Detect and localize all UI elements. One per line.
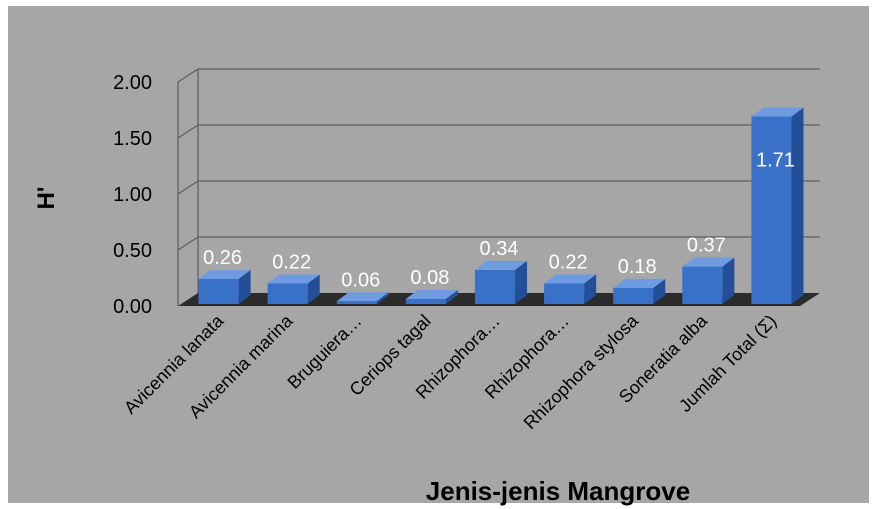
bar-top bbox=[267, 274, 320, 284]
y-tick-label: 0.00 bbox=[113, 296, 152, 318]
data-label: 0.08 bbox=[410, 267, 449, 289]
bar-side bbox=[584, 274, 597, 304]
data-label: 1.71 bbox=[756, 149, 795, 171]
bar bbox=[613, 287, 654, 304]
bar-top bbox=[751, 107, 804, 117]
bar-side bbox=[791, 107, 804, 304]
bar-top bbox=[474, 260, 528, 270]
x-tick-label: Rhizophora stylosa bbox=[520, 310, 643, 433]
data-label: 0.06 bbox=[341, 269, 380, 291]
y-tick-label: 0.50 bbox=[113, 240, 152, 262]
bar-side bbox=[653, 278, 666, 304]
data-label: 0.18 bbox=[618, 256, 657, 278]
gridline-depth bbox=[177, 180, 199, 195]
y-tick-label: 2.00 bbox=[113, 72, 152, 94]
bar-top bbox=[198, 269, 251, 279]
gridline-depth bbox=[177, 124, 199, 139]
data-label: 0.26 bbox=[203, 247, 242, 269]
bar bbox=[405, 299, 446, 304]
y-tick-label: 1.00 bbox=[113, 184, 152, 206]
bar bbox=[267, 283, 308, 304]
y-axis-title: H' bbox=[33, 186, 60, 209]
bar-top bbox=[682, 257, 735, 267]
gridline-depth bbox=[177, 68, 199, 83]
bar-top bbox=[544, 274, 597, 284]
x-axis-title: Jenis-jenis Mangrove bbox=[426, 476, 690, 506]
bar-side bbox=[515, 260, 528, 304]
bar bbox=[751, 116, 792, 304]
bar bbox=[198, 278, 239, 304]
bar bbox=[682, 266, 723, 304]
bar bbox=[474, 269, 516, 304]
bar-side bbox=[307, 274, 320, 304]
bar-top bbox=[405, 290, 458, 300]
data-label: 0.37 bbox=[687, 235, 726, 257]
bar-side bbox=[238, 269, 251, 304]
data-label: 0.22 bbox=[272, 251, 311, 273]
data-label: 0.22 bbox=[549, 251, 588, 273]
bar-side bbox=[722, 257, 735, 304]
chart-background bbox=[8, 6, 869, 503]
y-tick-label: 1.50 bbox=[113, 128, 152, 150]
data-label: 0.34 bbox=[480, 238, 519, 260]
bar bbox=[544, 283, 585, 304]
bar-side bbox=[376, 292, 389, 304]
bar-top bbox=[336, 292, 389, 302]
gridline-depth bbox=[177, 236, 199, 251]
bar bbox=[336, 301, 377, 304]
bar-top bbox=[613, 278, 666, 288]
bar-side bbox=[445, 290, 458, 304]
